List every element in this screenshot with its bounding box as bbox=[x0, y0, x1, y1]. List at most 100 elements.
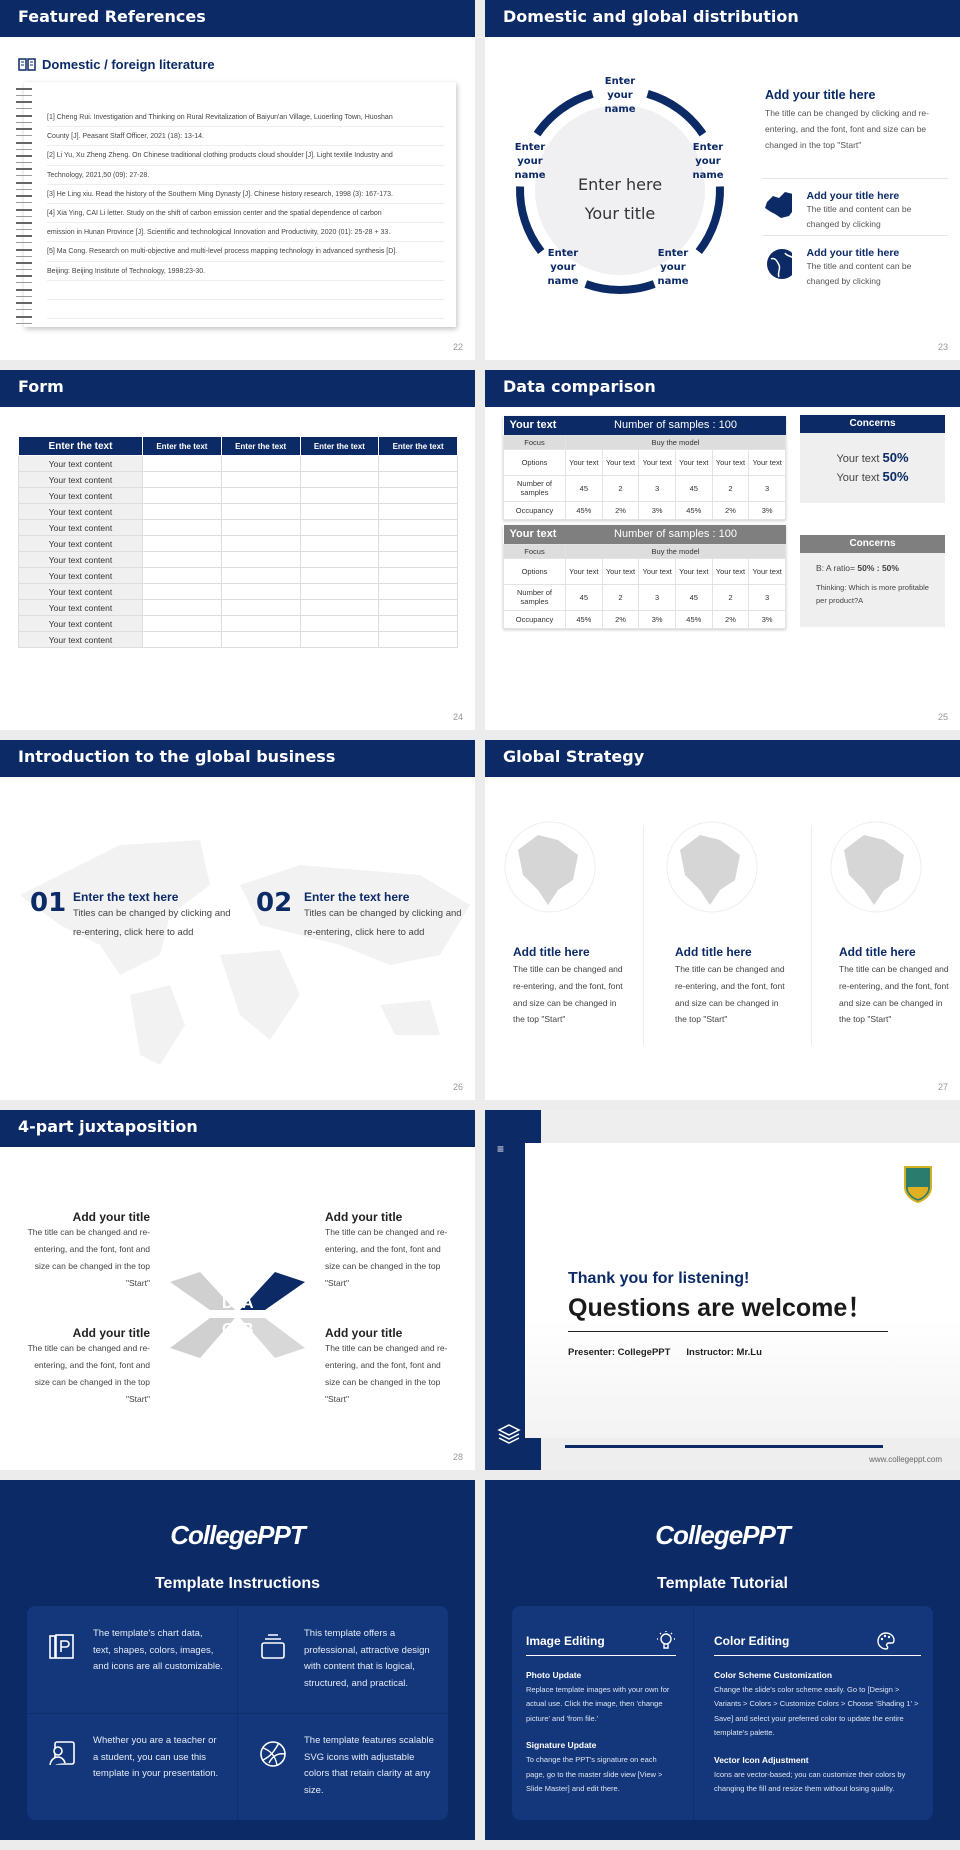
slide-23[interactable]: Domestic and global distribution Enter y… bbox=[485, 0, 960, 360]
table-cell[interactable] bbox=[299, 455, 380, 472]
instruction-cell: Whether you are a teacher or a student, … bbox=[27, 1713, 237, 1820]
cycle-ring bbox=[516, 90, 724, 294]
value-cell: 2 bbox=[711, 474, 750, 502]
table-cell[interactable] bbox=[299, 471, 380, 488]
table-cell[interactable] bbox=[378, 487, 458, 504]
option-cell: Your text bbox=[638, 557, 676, 585]
table-header-row: Your text Number of samples : 100 bbox=[503, 525, 786, 544]
slide-25[interactable]: Data comparison Your text Number of sampl… bbox=[485, 370, 960, 730]
table-cell[interactable] bbox=[299, 599, 380, 616]
table-cell[interactable] bbox=[142, 519, 222, 536]
value-cell: 3 bbox=[748, 474, 786, 502]
lightbulb-icon bbox=[657, 1631, 675, 1649]
palette-icon bbox=[877, 1632, 895, 1650]
table-cell[interactable] bbox=[299, 583, 380, 600]
node-name: Enter your name bbox=[692, 142, 724, 181]
book-icon bbox=[18, 58, 36, 71]
credits: Presenter: CollegePPT Instructor: Mr.Lu bbox=[568, 1347, 762, 1358]
table-cell[interactable] bbox=[142, 615, 222, 632]
table-cell[interactable] bbox=[299, 551, 380, 568]
reference-line bbox=[47, 281, 444, 300]
samples-row: Number of samples 45 2 3 45 2 3 bbox=[503, 474, 786, 502]
table-cell[interactable] bbox=[142, 631, 222, 648]
table-cell[interactable] bbox=[142, 567, 222, 584]
notebook: [1] Cheng Rui. Investigation and Thinkin… bbox=[16, 82, 456, 327]
website-link[interactable]: www.collegeppt.com bbox=[869, 1455, 942, 1464]
table-cell[interactable] bbox=[220, 487, 301, 504]
row-label: Your text content bbox=[18, 583, 143, 600]
table-cell[interactable] bbox=[142, 503, 222, 520]
row-label: Options bbox=[503, 557, 566, 585]
table-cell[interactable] bbox=[220, 519, 301, 536]
slide-26[interactable]: Introduction to the global business 01 E… bbox=[0, 740, 475, 1100]
binding-ring bbox=[16, 248, 32, 257]
table-cell[interactable] bbox=[142, 535, 222, 552]
main-title: Add your title here bbox=[765, 88, 876, 102]
slide-22[interactable]: Featured References Domestic / foreign l… bbox=[0, 0, 475, 360]
tutorial-panel: Image Editing Photo Update Replace templa… bbox=[512, 1606, 933, 1820]
table-cell[interactable] bbox=[299, 615, 380, 632]
occupancy-row: Occupancy 45% 2% 3% 45% 2% 3% bbox=[503, 609, 786, 629]
table-cell[interactable] bbox=[220, 631, 301, 648]
slide-thanks[interactable]: ≡ Thank you for listening! Questions are… bbox=[485, 1110, 960, 1470]
table-title: Your text bbox=[509, 528, 557, 541]
table-cell[interactable] bbox=[299, 631, 380, 648]
table-cell[interactable] bbox=[220, 535, 301, 552]
table-cell[interactable] bbox=[299, 487, 380, 504]
table-cell[interactable] bbox=[142, 599, 222, 616]
table-cell[interactable] bbox=[378, 599, 458, 616]
table-cell[interactable] bbox=[220, 567, 301, 584]
table-row: Your text content bbox=[18, 567, 458, 584]
table-cell[interactable] bbox=[378, 551, 458, 568]
table-cell[interactable] bbox=[378, 455, 458, 472]
table-cell[interactable] bbox=[378, 471, 458, 488]
table-cell[interactable] bbox=[299, 519, 380, 536]
slide-27[interactable]: Global Strategy 27 Add title here The tit… bbox=[485, 740, 960, 1100]
table-cell[interactable] bbox=[142, 551, 222, 568]
table-cell[interactable] bbox=[378, 503, 458, 520]
table-cell[interactable] bbox=[220, 551, 301, 568]
ring-arc bbox=[533, 90, 594, 137]
table-cell[interactable] bbox=[142, 471, 222, 488]
page-number: 25 bbox=[937, 712, 948, 722]
table-cell[interactable] bbox=[378, 519, 458, 536]
world-map-image bbox=[20, 840, 470, 1065]
table-cell[interactable] bbox=[142, 583, 222, 600]
table-cell[interactable] bbox=[378, 567, 458, 584]
menu-icon[interactable]: ≡ bbox=[497, 1142, 505, 1156]
letter-a: A bbox=[242, 1295, 254, 1312]
row-label: Your text content bbox=[18, 615, 143, 632]
row-label: Your text content bbox=[18, 487, 143, 504]
slide-tutorial[interactable]: CollegePPT Template Tutorial Image Editi… bbox=[485, 1480, 960, 1840]
column-text: The title can be changed and re-entering… bbox=[513, 964, 623, 1025]
table-cell[interactable] bbox=[378, 631, 458, 648]
binding-ring bbox=[16, 195, 32, 204]
sample-count: Number of samples : 100 bbox=[614, 528, 737, 541]
table-cell[interactable] bbox=[378, 583, 458, 600]
binding-ring bbox=[16, 141, 32, 150]
slide-24[interactable]: Form Enter the text Enter the text Enter t… bbox=[0, 370, 475, 730]
option-cell: Your text bbox=[674, 448, 713, 476]
table-cell[interactable] bbox=[220, 471, 301, 488]
table-cell[interactable] bbox=[299, 503, 380, 520]
instruction-text: The template's chart data, text, shapes,… bbox=[93, 1628, 223, 1672]
item-text: Titles can be changed by clicking and re… bbox=[73, 908, 231, 938]
column-title: Add title here bbox=[513, 945, 590, 959]
table-cell[interactable] bbox=[142, 487, 222, 504]
table-cell[interactable] bbox=[220, 503, 301, 520]
table-row: Your text content bbox=[18, 471, 458, 488]
table-cell[interactable] bbox=[220, 455, 301, 472]
slide-instructions[interactable]: CollegePPT Template Instructions The tem… bbox=[0, 1480, 475, 1840]
table-cell[interactable] bbox=[378, 535, 458, 552]
slide-28[interactable]: 4-part juxtaposition Add your title The t… bbox=[0, 1110, 475, 1470]
column-text: The title can be changed and re-entering… bbox=[839, 964, 949, 1025]
table-cell[interactable] bbox=[142, 455, 222, 472]
table-cell[interactable] bbox=[220, 599, 301, 616]
samples-row: Number of samples 45 2 3 45 2 3 bbox=[503, 583, 786, 611]
reference-line: Beijing: Beijing Institute of Technology… bbox=[47, 262, 444, 281]
table-cell[interactable] bbox=[220, 615, 301, 632]
table-cell[interactable] bbox=[299, 535, 380, 552]
table-cell[interactable] bbox=[299, 567, 380, 584]
table-cell[interactable] bbox=[378, 615, 458, 632]
table-cell[interactable] bbox=[220, 583, 301, 600]
